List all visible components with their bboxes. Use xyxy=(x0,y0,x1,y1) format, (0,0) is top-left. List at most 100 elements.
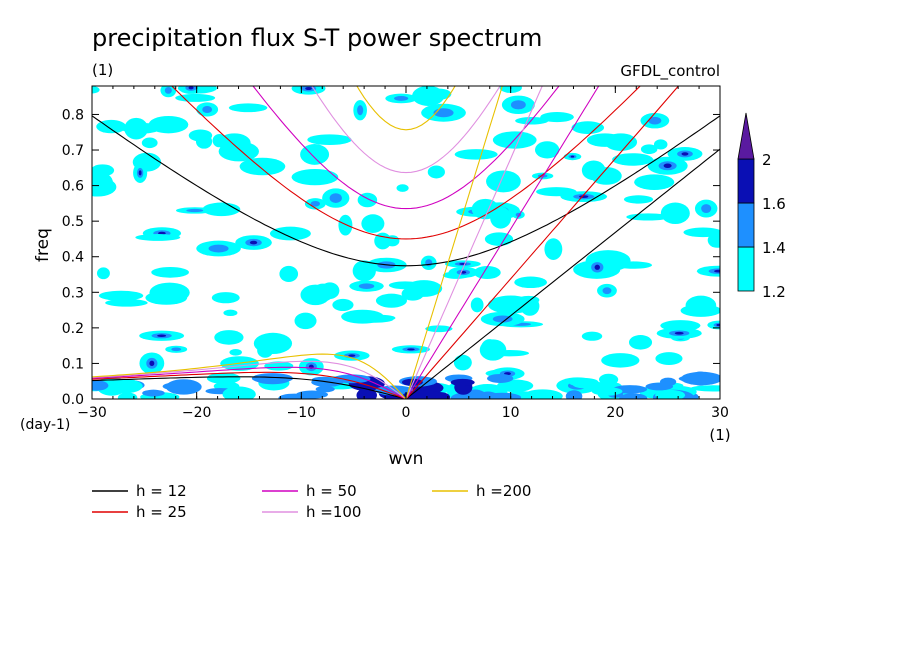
power-blob xyxy=(329,193,342,203)
power-blob xyxy=(515,117,549,125)
power-blob xyxy=(157,334,167,338)
power-blob xyxy=(315,386,335,393)
x-tick-label: −10 xyxy=(287,405,317,421)
power-blob xyxy=(701,204,712,214)
power-blob xyxy=(591,387,623,396)
power-blob xyxy=(374,232,392,250)
power-blob xyxy=(479,339,507,361)
power-blob xyxy=(269,226,311,241)
power-blob xyxy=(356,387,377,399)
power-blob xyxy=(320,282,340,299)
power-blob xyxy=(425,259,433,267)
power-blob xyxy=(716,323,720,327)
power-blob xyxy=(407,348,415,351)
power-blob xyxy=(634,174,675,190)
power-blob xyxy=(332,298,354,312)
power-blob xyxy=(565,390,583,399)
power-blob xyxy=(655,352,683,365)
power-blob xyxy=(619,393,648,399)
power-blob xyxy=(425,325,453,333)
power-blob xyxy=(492,315,513,323)
rossby-curve-h25 xyxy=(92,371,407,399)
power-blob xyxy=(96,119,127,134)
power-blob xyxy=(310,200,320,207)
power-blob xyxy=(278,393,312,399)
power-blob xyxy=(375,293,407,308)
colorbar-segment xyxy=(737,246,755,292)
power-blob xyxy=(175,93,216,102)
power-blob xyxy=(300,144,330,165)
power-blob xyxy=(674,331,684,335)
power-blob xyxy=(510,100,526,110)
rossby-curve-h100 xyxy=(92,360,407,399)
power-blob xyxy=(454,149,498,160)
power-blob xyxy=(228,103,268,113)
power-blob xyxy=(141,137,158,149)
power-blob xyxy=(96,267,110,280)
power-blob xyxy=(570,155,575,158)
y-tick-label: 0.2 xyxy=(62,321,84,337)
colorbar-segment xyxy=(737,158,755,204)
power-blob xyxy=(534,141,560,159)
legend-label: h = 25 xyxy=(136,503,187,521)
power-blob xyxy=(105,298,148,307)
power-blob xyxy=(487,373,514,383)
power-blob xyxy=(490,206,512,229)
power-blob xyxy=(486,170,521,193)
y-tick-label: 0.4 xyxy=(62,250,84,266)
x-axis-label: wvn xyxy=(389,449,424,469)
x-axis-units: (1) xyxy=(709,426,730,444)
power-blob xyxy=(604,133,638,151)
y-axis-label: freq xyxy=(33,228,53,262)
colorbar-label: 2 xyxy=(762,151,772,169)
y-tick-label: 0.0 xyxy=(62,392,84,408)
power-blob xyxy=(572,380,602,389)
legend: h = 12 h = 25 h = 50 h =100 h =200 xyxy=(92,482,531,521)
x-tick-label: 20 xyxy=(606,405,624,421)
power-blob xyxy=(612,153,654,166)
y-axis-units: (day-1) xyxy=(20,417,70,433)
power-blob xyxy=(450,378,475,386)
legend-label: h = 12 xyxy=(136,482,187,500)
power-blob xyxy=(255,374,291,385)
power-field xyxy=(92,86,720,399)
power-blob xyxy=(151,267,189,278)
power-blob xyxy=(186,208,204,213)
power-blob xyxy=(453,354,472,371)
y-tick-label: 0.7 xyxy=(62,143,84,159)
power-blob xyxy=(358,283,375,289)
power-blob xyxy=(249,240,258,245)
power-blob xyxy=(663,163,672,169)
power-blob xyxy=(655,389,686,399)
inertia-gravity-curve-h100 xyxy=(311,86,501,174)
y-tick-label: 0.1 xyxy=(62,356,84,372)
power-blob xyxy=(690,385,720,392)
power-blob xyxy=(707,232,720,248)
x-tick-label: 30 xyxy=(711,405,729,421)
power-blob xyxy=(628,335,653,350)
power-blob xyxy=(402,390,444,399)
x-tick-label: 10 xyxy=(502,405,520,421)
power-blob xyxy=(476,391,500,399)
kelvin-curve-h25 xyxy=(405,86,680,399)
y-tick-label: 0.8 xyxy=(62,107,84,123)
power-blob xyxy=(222,386,256,399)
power-blob xyxy=(120,122,162,134)
power-blob xyxy=(149,360,155,367)
power-blob xyxy=(427,88,452,100)
power-blob xyxy=(696,265,720,277)
colorbar-label: 1.4 xyxy=(762,239,786,257)
power-blob xyxy=(357,105,364,116)
power-blob xyxy=(138,170,142,176)
power-blob xyxy=(92,171,113,194)
power-blob xyxy=(212,133,227,148)
power-blob xyxy=(338,214,353,236)
y-tick-label: 0.3 xyxy=(62,285,84,301)
legend-label: h = 50 xyxy=(306,482,357,500)
power-blob xyxy=(291,169,339,186)
power-blob xyxy=(202,105,213,114)
colorbar: 1.2 1.4 1.6 2 xyxy=(737,112,786,301)
power-blob xyxy=(239,157,286,176)
legend-label: h =200 xyxy=(476,482,531,500)
